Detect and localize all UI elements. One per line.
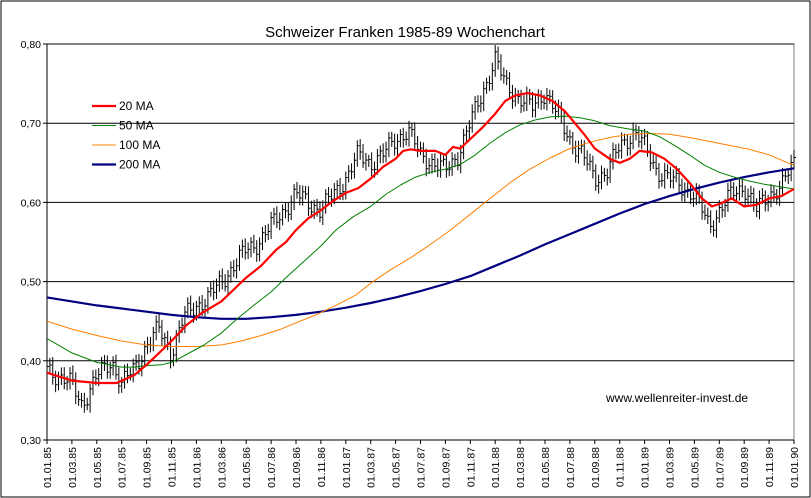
x-tick-label: 01.01.88: [490, 447, 502, 488]
x-tick-label: 01.11.88: [615, 447, 627, 487]
chart-title: Schweizer Franken 1985-89 Wochenchart: [265, 24, 546, 41]
x-tick-label: 01.07.88: [565, 447, 577, 488]
x-tick-label: 01.01.86: [191, 447, 203, 488]
x-tick-label: 01.03.87: [366, 447, 378, 488]
x-tick-label: 01.07.85: [117, 447, 129, 488]
x-tick-label: 01.11.89: [764, 447, 776, 487]
x-tick-label: 01.03.86: [216, 447, 228, 488]
x-tick-label: 01.05.87: [391, 447, 403, 488]
x-tick-label: 01.03.88: [515, 447, 527, 488]
y-tick-label: 0,50: [21, 277, 42, 289]
series-line-50-ma: [46, 115, 795, 368]
y-tick-label: 0,40: [21, 356, 42, 368]
website-annotation: www.wellenreiter-invest.de: [605, 391, 748, 405]
moving-averages: [46, 92, 795, 385]
y-tick-label: 0,30: [21, 435, 42, 447]
y-tick-label: 0,70: [21, 118, 42, 130]
legend-label: 200 MA: [119, 158, 160, 172]
x-tick-label: 01.11.86: [316, 447, 328, 487]
legend-label: 20 MA: [119, 99, 154, 113]
x-tick-label: 01.01.89: [640, 447, 652, 488]
x-tick-label: 01.05.88: [540, 447, 552, 488]
x-tick-label: 01.07.87: [416, 447, 428, 488]
x-tick-label: 01.09.89: [739, 447, 751, 488]
series-line-200-ma: [46, 167, 795, 320]
x-tick-label: 01.01.87: [341, 447, 353, 488]
x-tick-label: 01.09.88: [590, 447, 602, 488]
x-tick-label: 01.11.87: [465, 447, 477, 487]
x-tick-label: 01.07.89: [714, 447, 726, 488]
legend-label: 50 MA: [119, 119, 154, 133]
x-tick-label: 01.01.85: [42, 447, 54, 488]
x-tick-label: 01.03.85: [67, 447, 79, 488]
x-tick-label: 01.09.85: [142, 447, 154, 488]
x-tick-label: 01.05.89: [689, 447, 701, 488]
x-tick-label: 01.07.86: [266, 447, 278, 488]
x-tick-label: 01.09.86: [291, 447, 303, 488]
x-tick-label: 01.09.87: [440, 447, 452, 488]
series-line-20-ma: [46, 92, 795, 385]
x-tick-label: 01.03.89: [665, 447, 677, 488]
x-tick-label: 01.05.86: [241, 447, 253, 488]
y-tick-label: 0,80: [21, 39, 42, 51]
x-tick-label: 01.11.85: [167, 447, 179, 487]
legend: 20 MA 50 MA 100 MA 200 MA: [92, 99, 160, 172]
x-axis: 01.01.85 01.03.85 01.05.85 01.07.85 01.09.85…: [42, 439, 801, 488]
plot-area: [46, 43, 795, 441]
x-tick-label: 01.05.85: [92, 447, 104, 488]
x-tick-label: 01.01.90: [789, 447, 801, 488]
y-tick-label: 0,60: [21, 197, 42, 209]
legend-label: 100 MA: [119, 138, 160, 152]
